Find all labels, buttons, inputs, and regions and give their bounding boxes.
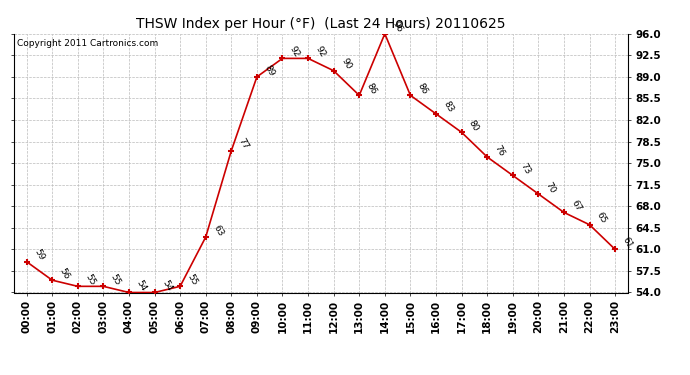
Title: THSW Index per Hour (°F)  (Last 24 Hours) 20110625: THSW Index per Hour (°F) (Last 24 Hours)… bbox=[136, 17, 506, 31]
Text: 59: 59 bbox=[32, 248, 46, 262]
Text: 61: 61 bbox=[621, 236, 634, 250]
Text: 54: 54 bbox=[135, 279, 148, 293]
Text: 76: 76 bbox=[493, 143, 506, 158]
Text: 89: 89 bbox=[262, 63, 276, 78]
Text: 86: 86 bbox=[365, 81, 378, 96]
Text: 55: 55 bbox=[186, 273, 199, 287]
Text: 92: 92 bbox=[288, 45, 302, 59]
Text: 96: 96 bbox=[391, 20, 404, 34]
Text: 63: 63 bbox=[211, 223, 225, 238]
Text: 73: 73 bbox=[518, 162, 532, 176]
Text: 83: 83 bbox=[442, 100, 455, 114]
Text: 80: 80 bbox=[467, 118, 481, 133]
Text: 55: 55 bbox=[109, 273, 122, 287]
Text: 56: 56 bbox=[58, 266, 71, 281]
Text: 54: 54 bbox=[160, 279, 174, 293]
Text: 67: 67 bbox=[569, 199, 583, 213]
Text: 55: 55 bbox=[83, 273, 97, 287]
Text: 86: 86 bbox=[416, 81, 429, 96]
Text: 70: 70 bbox=[544, 180, 558, 195]
Text: 65: 65 bbox=[595, 211, 609, 225]
Text: 90: 90 bbox=[339, 57, 353, 71]
Text: Copyright 2011 Cartronics.com: Copyright 2011 Cartronics.com bbox=[17, 39, 158, 48]
Text: 77: 77 bbox=[237, 137, 250, 152]
Text: 92: 92 bbox=[314, 45, 327, 59]
